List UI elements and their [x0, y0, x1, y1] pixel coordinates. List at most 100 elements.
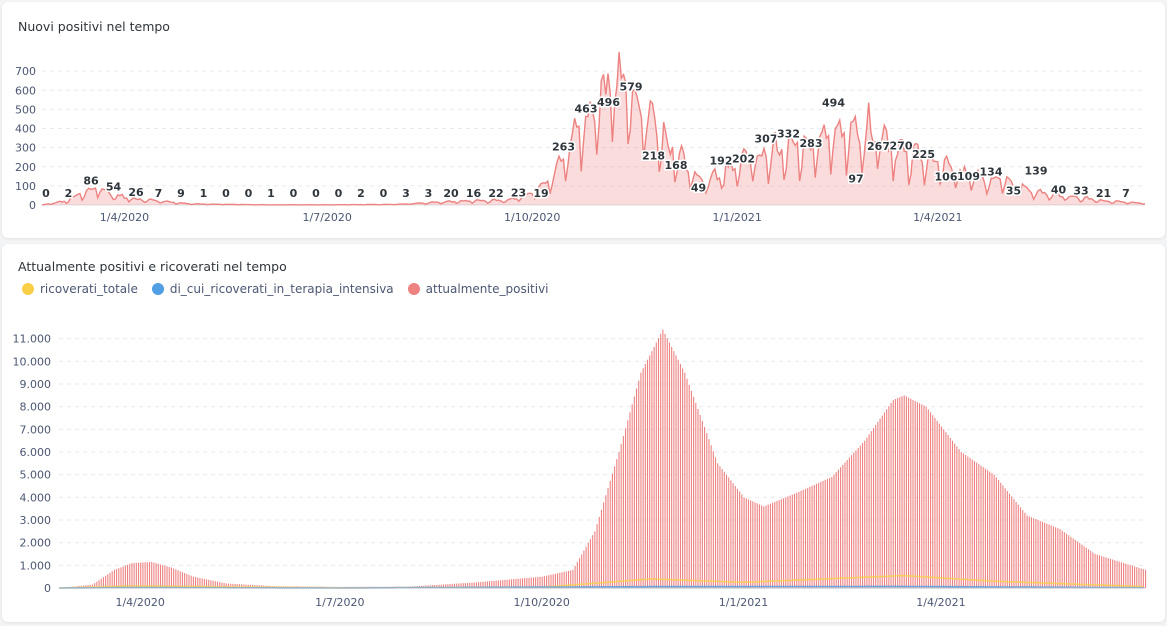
bar — [875, 424, 877, 588]
chart-legend: ricoverati_totale di_cui_ricoverati_in_t… — [22, 282, 549, 296]
bar — [589, 539, 592, 588]
data-label: 20 — [443, 187, 459, 200]
data-label: 109 — [957, 170, 980, 183]
bar — [1057, 528, 1059, 588]
current-positives-chart[interactable]: 0 1.000 2.000 3.000 4.000 5.000 6.000 7.000 8.00… — [2, 244, 1165, 622]
data-label: 332 — [777, 128, 800, 141]
data-label: 496 — [597, 96, 620, 109]
data-label: 23 — [511, 187, 526, 200]
bar — [813, 484, 815, 588]
y-tick-label: 700 — [15, 65, 36, 78]
bar — [137, 562, 140, 588]
bar — [162, 565, 164, 588]
bar — [679, 364, 681, 588]
bar — [570, 570, 572, 588]
data-label: 9 — [177, 187, 185, 200]
bar — [649, 355, 651, 588]
bar — [1094, 554, 1096, 588]
bar — [447, 584, 449, 588]
bar — [929, 412, 932, 588]
bar — [721, 469, 723, 588]
bar — [855, 450, 857, 588]
bar — [789, 495, 791, 588]
bar — [767, 504, 769, 588]
bar — [846, 460, 848, 588]
y-tick-label: 400 — [15, 123, 36, 136]
bar — [1123, 562, 1125, 588]
data-label: 267 — [867, 140, 890, 153]
bar — [657, 338, 660, 588]
bar — [1028, 516, 1030, 588]
x-tick-label: 1/4/2020 — [115, 596, 164, 609]
bar — [1066, 533, 1068, 588]
bar — [113, 569, 115, 588]
bar — [859, 445, 861, 588]
bar — [425, 585, 427, 588]
y-tick-label: 7.000 — [20, 423, 52, 436]
y-tick-label: 10.000 — [13, 355, 52, 368]
data-label: 0 — [290, 187, 298, 200]
data-label: 86 — [83, 175, 99, 188]
data-label: 3 — [402, 187, 410, 200]
bar — [954, 443, 956, 588]
bar — [912, 399, 914, 588]
bar — [1068, 535, 1070, 588]
bar — [660, 333, 662, 588]
bar — [655, 342, 657, 588]
bar — [208, 579, 210, 588]
bar — [464, 583, 466, 588]
bar — [903, 395, 905, 588]
bar — [140, 562, 142, 588]
bar — [144, 562, 146, 588]
bar — [622, 436, 624, 588]
data-label: 97 — [848, 172, 863, 185]
bar — [802, 489, 804, 588]
bar — [908, 397, 910, 588]
data-label: 16 — [466, 187, 482, 200]
bar — [96, 581, 98, 588]
bar — [1145, 569, 1147, 588]
data-label: 3 — [425, 187, 433, 200]
legend-item[interactable]: di_cui_ricoverati_in_terapia_intensiva — [151, 282, 394, 296]
data-label: 202 — [732, 152, 755, 165]
bar — [475, 582, 477, 588]
bar — [614, 466, 616, 588]
bar — [886, 409, 888, 588]
bar — [489, 581, 491, 588]
chart-title: Attualmente positivi e ricoverati nel te… — [18, 259, 287, 274]
data-label: 218 — [642, 149, 665, 162]
bar — [666, 338, 668, 588]
bar — [241, 584, 243, 588]
bar — [537, 577, 539, 588]
bar — [581, 554, 583, 588]
bar — [620, 444, 622, 588]
bar — [170, 567, 172, 588]
bar — [864, 440, 866, 588]
bar — [427, 585, 429, 588]
bar — [201, 578, 203, 588]
legend-item[interactable]: ricoverati_totale — [22, 282, 138, 296]
bar — [783, 498, 785, 588]
bar — [916, 402, 918, 588]
bar — [142, 562, 144, 588]
bar — [508, 579, 510, 588]
legend-item[interactable]: attualmente_positivi — [407, 282, 549, 296]
bar — [750, 500, 752, 588]
bar — [572, 569, 574, 588]
data-label: 35 — [1006, 184, 1021, 197]
bar — [973, 461, 975, 588]
bar — [230, 583, 232, 588]
bar — [177, 570, 179, 588]
bar — [607, 488, 609, 588]
bar — [949, 437, 951, 588]
chart-card-new-positives: Nuovi positivi nel tempo 0 100 200 300 400 50… — [2, 2, 1165, 238]
bar — [188, 574, 190, 588]
bar — [173, 568, 175, 588]
bar — [943, 429, 945, 588]
bar — [772, 502, 774, 588]
bar — [199, 578, 201, 588]
bar — [1125, 563, 1127, 588]
bar — [1074, 539, 1076, 588]
bar — [719, 466, 721, 588]
